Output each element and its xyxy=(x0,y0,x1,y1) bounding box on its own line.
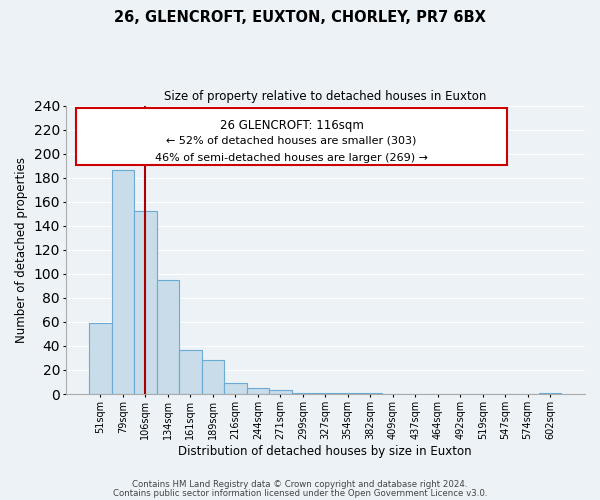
Text: 26, GLENCROFT, EUXTON, CHORLEY, PR7 6BX: 26, GLENCROFT, EUXTON, CHORLEY, PR7 6BX xyxy=(114,10,486,25)
Text: Contains HM Land Registry data © Crown copyright and database right 2024.: Contains HM Land Registry data © Crown c… xyxy=(132,480,468,489)
Bar xyxy=(202,360,224,394)
FancyBboxPatch shape xyxy=(76,108,507,164)
Y-axis label: Number of detached properties: Number of detached properties xyxy=(15,157,28,343)
Bar xyxy=(134,212,157,394)
Bar xyxy=(292,393,314,394)
Bar xyxy=(179,350,202,394)
Bar xyxy=(314,393,337,394)
Bar xyxy=(337,393,359,394)
X-axis label: Distribution of detached houses by size in Euxton: Distribution of detached houses by size … xyxy=(178,444,472,458)
Bar xyxy=(247,388,269,394)
Bar xyxy=(157,280,179,394)
Bar xyxy=(89,323,112,394)
Bar xyxy=(359,393,382,394)
Bar xyxy=(224,383,247,394)
Bar xyxy=(112,170,134,394)
Text: 26 GLENCROFT: 116sqm: 26 GLENCROFT: 116sqm xyxy=(220,118,364,132)
Text: ← 52% of detached houses are smaller (303): ← 52% of detached houses are smaller (30… xyxy=(166,136,417,146)
Bar xyxy=(539,393,562,394)
Text: Contains public sector information licensed under the Open Government Licence v3: Contains public sector information licen… xyxy=(113,489,487,498)
Title: Size of property relative to detached houses in Euxton: Size of property relative to detached ho… xyxy=(164,90,487,103)
Text: 46% of semi-detached houses are larger (269) →: 46% of semi-detached houses are larger (… xyxy=(155,153,428,163)
Bar xyxy=(269,390,292,394)
